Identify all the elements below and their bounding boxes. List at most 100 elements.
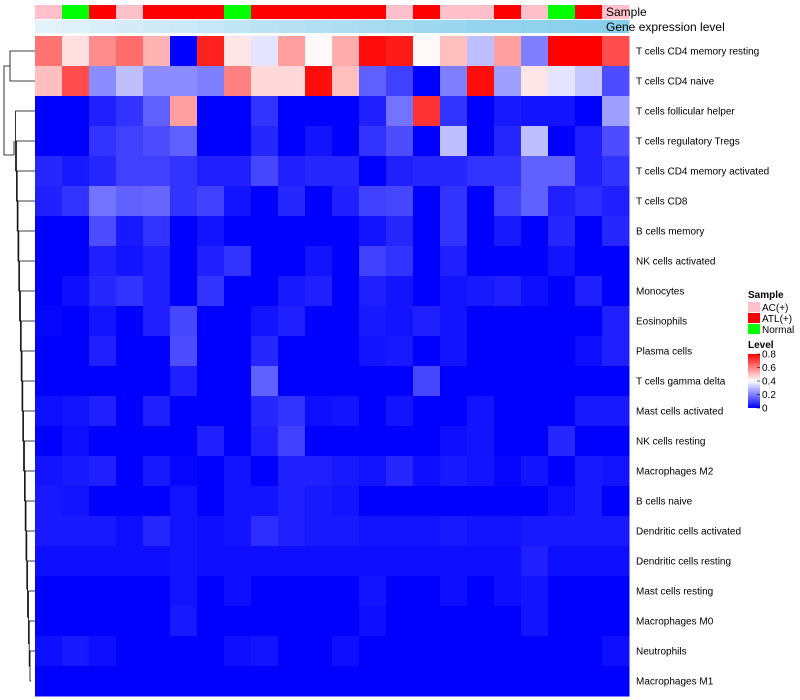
heatmap-cell (386, 246, 414, 277)
sample-annotation-cell (170, 5, 198, 19)
heatmap-cell (575, 426, 603, 457)
sample-annotation-cell (332, 5, 360, 19)
row-label: T cells CD8 (636, 197, 688, 208)
heatmap-cell (35, 576, 63, 607)
heatmap-cell (305, 366, 333, 397)
row-label: T cells follicular helper (636, 107, 735, 118)
heatmap-cell (602, 66, 630, 97)
heatmap-cell (332, 186, 360, 217)
row-label: Macrophages M1 (636, 677, 714, 688)
level-legend-tick-label: 0.6 (762, 363, 776, 374)
heatmap-cell (467, 186, 495, 217)
heatmap-cell (116, 96, 144, 127)
heatmap-cell (494, 366, 522, 397)
heatmap-cell (467, 606, 495, 637)
heatmap-cell (602, 156, 630, 187)
heatmap-cell (548, 546, 576, 577)
heatmap-cell (602, 336, 630, 367)
heatmap-cell (440, 336, 468, 367)
heatmap-cell (170, 486, 198, 517)
gene-annotation-cell (224, 20, 252, 33)
heatmap-cell (386, 156, 414, 187)
heatmap-cell (170, 126, 198, 157)
gene-annotation-cell (575, 20, 603, 33)
heatmap-cell (602, 456, 630, 487)
heatmap-cell (413, 576, 441, 607)
heatmap-cell (89, 216, 117, 247)
heatmap-cell (305, 456, 333, 487)
heatmap-cell (548, 156, 576, 187)
heatmap-cell (386, 396, 414, 427)
heatmap-cell (170, 186, 198, 217)
heatmap-cell (332, 546, 360, 577)
dendrogram-branch (15, 110, 35, 172)
gene-annotation-cell (602, 20, 630, 33)
heatmap-cell (413, 36, 441, 67)
heatmap-cell (197, 156, 225, 187)
heatmap-cell (467, 456, 495, 487)
heatmap-cell (35, 126, 63, 157)
gene-annotation-cell (521, 20, 549, 33)
heatmap-cell (467, 96, 495, 127)
heatmap-cell (89, 396, 117, 427)
sample-annotation-cell (440, 5, 468, 19)
heatmap-cell (494, 336, 522, 367)
heatmap-cell (332, 36, 360, 67)
heatmap-cell (62, 36, 90, 67)
heatmap-cell (251, 636, 279, 667)
heatmap-cell (305, 666, 333, 697)
heatmap-cell (494, 306, 522, 337)
sample-legend-swatch (748, 324, 760, 334)
heatmap-cell (413, 456, 441, 487)
heatmap-cell (170, 366, 198, 397)
heatmap-cell (413, 276, 441, 307)
sample-annotation-cell (278, 5, 306, 19)
heatmap-cell (62, 516, 90, 547)
heatmap-cell (440, 36, 468, 67)
heatmap-cells (35, 36, 630, 697)
level-legend: Level 0.8 0.6 0.4 0.2 0 (748, 340, 776, 415)
heatmap-cell (116, 366, 144, 397)
heatmap-cell (143, 186, 171, 217)
heatmap-cell (143, 216, 171, 247)
heatmap-cell (62, 396, 90, 427)
heatmap-cell (521, 606, 549, 637)
heatmap-cell (89, 186, 117, 217)
heatmap-cell (278, 156, 306, 187)
heatmap-cell (170, 546, 198, 577)
heatmap-cell (386, 66, 414, 97)
gene-annotation-cell (440, 20, 468, 33)
level-legend-tick-label: 0 (762, 404, 768, 415)
heatmap-cell (413, 156, 441, 187)
heatmap-cell (521, 276, 549, 307)
heatmap-cell (494, 216, 522, 247)
heatmap-cell (224, 216, 252, 247)
heatmap-cell (548, 276, 576, 307)
heatmap-cell (386, 456, 414, 487)
heatmap-cell (494, 636, 522, 667)
heatmap-cell (575, 96, 603, 127)
heatmap-cell (116, 126, 144, 157)
heatmap-cell (197, 576, 225, 607)
heatmap-cell (170, 396, 198, 427)
sample-annotation-cell (35, 5, 63, 19)
heatmap-cell (440, 66, 468, 97)
heatmap-cell (251, 576, 279, 607)
heatmap-cell (116, 216, 144, 247)
heatmap-cell (35, 306, 63, 337)
heatmap-cell (548, 246, 576, 277)
heatmap-cell (386, 36, 414, 67)
heatmap-cell (440, 426, 468, 457)
heatmap-cell (62, 486, 90, 517)
heatmap-cell (170, 576, 198, 607)
heatmap-cell (62, 366, 90, 397)
heatmap-cell (305, 576, 333, 607)
heatmap-cell (197, 306, 225, 337)
gene-annotation-cell (62, 20, 90, 33)
heatmap-cell (116, 276, 144, 307)
heatmap-cell (548, 576, 576, 607)
row-label: T cells regulatory Tregs (636, 137, 740, 148)
row-dendrogram (3, 50, 35, 682)
heatmap-cell (89, 516, 117, 547)
heatmap-cell (440, 366, 468, 397)
